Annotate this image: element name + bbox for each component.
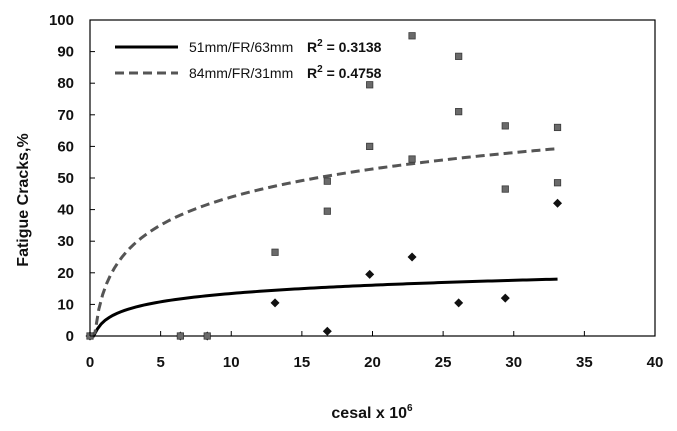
x-tick-label: 0 [86, 354, 94, 371]
data-point-series-1 [270, 298, 280, 308]
data-point-series-1 [407, 252, 417, 262]
data-point-series-2 [553, 123, 562, 132]
y-tick-label: 90 [57, 44, 74, 61]
legend-r2-series-1: R2 = 0.3138 [307, 38, 382, 55]
data-point-series-1 [553, 198, 563, 208]
legend-r2-label-series-1: R [307, 39, 317, 55]
data-point-series-2 [455, 52, 463, 60]
y-axis-title: Fatigue Cracks,% [15, 133, 32, 266]
legend-r2-exponent-series-2: 2 [317, 64, 323, 75]
legend-label-series-1: 51mm/FR/63mm [189, 39, 293, 55]
legend-r2-label-series-2: R [307, 65, 317, 81]
data-point-series-2 [323, 177, 331, 185]
y-tick-label: 0 [66, 328, 74, 345]
x-tick-label: 25 [435, 354, 452, 371]
legend: 51mm/FR/63mm R2 = 0.3138 84mm/FR/31mm R2… [115, 38, 382, 81]
y-tick-label: 100 [49, 12, 74, 29]
data-point-series-2 [176, 332, 184, 340]
data-point-series-1 [365, 269, 375, 279]
legend-r2-exponent-series-1: 2 [317, 38, 323, 49]
y-tick-label: 10 [57, 296, 74, 313]
data-point-series-1 [322, 326, 332, 336]
data-point-series-2 [408, 155, 416, 163]
data-point-series-2 [455, 108, 463, 116]
trend-line-series-1 [90, 277, 558, 338]
y-tick-label: 30 [57, 233, 74, 250]
legend-r2-value-series-2: = 0.4758 [323, 65, 382, 81]
axis-ticks: 0 5 10 15 20 25 30 35 40 0 10 20 30 40 50 60 70 80 90 100 [49, 12, 663, 371]
legend-label-series-2: 84mm/FR/31mm [189, 65, 293, 81]
x-tick-label: 40 [647, 354, 664, 371]
x-tick-label: 35 [576, 354, 593, 371]
data-point-series-2 [501, 122, 509, 130]
x-tick-label: 5 [156, 354, 164, 371]
x-tick-label: 30 [505, 354, 522, 371]
data-point-series-2 [323, 207, 331, 215]
y-tick-label: 20 [57, 265, 74, 282]
legend-r2-value-series-1: = 0.3138 [323, 39, 382, 55]
data-point-series-1 [454, 298, 464, 308]
y-tick-label: 60 [57, 138, 74, 155]
x-tick-label: 10 [223, 354, 240, 371]
data-point-series-2 [271, 248, 279, 256]
x-axis-title: cesal x 106 [331, 403, 413, 422]
data-point-series-2 [203, 332, 211, 340]
data-point-series-1 [500, 293, 510, 303]
x-axis-title-exponent: 6 [407, 403, 413, 414]
x-tick-label: 15 [294, 354, 311, 371]
data-point-series-2 [408, 32, 416, 40]
y-tick-label: 50 [57, 170, 74, 187]
y-tick-label: 80 [57, 75, 74, 92]
x-tick-label: 20 [364, 354, 381, 371]
legend-r2-series-2: R2 = 0.4758 [307, 64, 382, 81]
data-point-series-2 [366, 81, 374, 89]
y-tick-label: 40 [57, 202, 74, 219]
trend-line-series-2 [89, 147, 558, 338]
y-tick-label: 70 [57, 107, 74, 124]
data-point-series-2 [366, 142, 374, 150]
data-point-series-2 [553, 179, 562, 187]
x-axis-title-base: cesal x 10 [331, 405, 407, 422]
data-point-series-2 [501, 185, 509, 193]
